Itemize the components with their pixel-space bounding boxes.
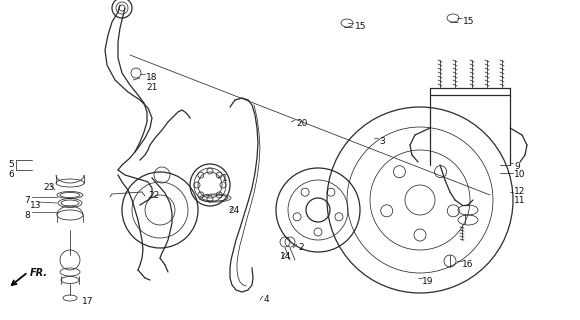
Text: 15: 15 (463, 17, 474, 26)
Text: 4: 4 (264, 295, 270, 304)
Text: FR.: FR. (30, 268, 48, 278)
Text: 7: 7 (24, 196, 30, 205)
Text: 8: 8 (24, 211, 30, 220)
Text: 11: 11 (514, 196, 525, 205)
Text: 2: 2 (298, 243, 303, 252)
Text: 12: 12 (514, 187, 525, 196)
Text: 19: 19 (422, 277, 433, 286)
Text: 9: 9 (514, 162, 520, 171)
Text: 18: 18 (146, 73, 158, 82)
Text: 10: 10 (514, 170, 525, 179)
Text: 15: 15 (355, 22, 367, 31)
Text: 21: 21 (146, 83, 157, 92)
Text: 16: 16 (462, 260, 473, 269)
Text: 22: 22 (148, 191, 160, 200)
Text: 23: 23 (43, 183, 55, 192)
Text: 17: 17 (82, 297, 93, 306)
Text: 3: 3 (379, 137, 385, 146)
Text: 20: 20 (296, 119, 307, 128)
Text: 13: 13 (30, 201, 42, 210)
Text: 5: 5 (8, 160, 14, 169)
Text: 14: 14 (280, 252, 291, 261)
Text: 24: 24 (228, 206, 239, 215)
Text: 1: 1 (222, 174, 228, 183)
Text: 6: 6 (8, 170, 14, 179)
